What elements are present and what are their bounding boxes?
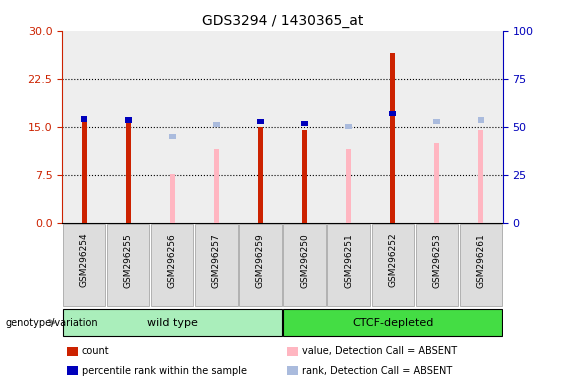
FancyBboxPatch shape <box>107 223 149 306</box>
Text: GSM296256: GSM296256 <box>168 233 177 288</box>
FancyBboxPatch shape <box>284 309 502 336</box>
Title: GDS3294 / 1430365_at: GDS3294 / 1430365_at <box>202 14 363 28</box>
Bar <box>169 134 176 139</box>
Bar <box>433 119 440 124</box>
Bar <box>214 149 219 223</box>
FancyBboxPatch shape <box>63 309 281 336</box>
Bar <box>302 130 307 223</box>
Bar <box>258 127 263 223</box>
Bar <box>389 111 396 116</box>
Bar <box>213 122 220 127</box>
Bar <box>301 121 308 126</box>
Text: GSM296257: GSM296257 <box>212 233 221 288</box>
Bar <box>477 118 484 122</box>
Text: GSM296251: GSM296251 <box>344 233 353 288</box>
Bar <box>390 53 395 223</box>
Bar <box>125 118 132 122</box>
Text: wild type: wild type <box>147 318 198 328</box>
Text: count: count <box>82 346 110 356</box>
Bar <box>125 120 131 223</box>
Text: GSM296250: GSM296250 <box>300 233 309 288</box>
Text: GSM296252: GSM296252 <box>388 233 397 288</box>
Bar <box>67 347 77 356</box>
Bar <box>81 116 88 122</box>
Text: genotype/variation: genotype/variation <box>6 318 98 328</box>
Bar <box>345 124 352 129</box>
FancyBboxPatch shape <box>416 223 458 306</box>
Bar <box>287 347 298 356</box>
Bar <box>257 119 264 124</box>
FancyBboxPatch shape <box>284 223 325 306</box>
Bar <box>434 143 440 223</box>
Text: rank, Detection Call = ABSENT: rank, Detection Call = ABSENT <box>302 366 453 376</box>
FancyBboxPatch shape <box>460 223 502 306</box>
Text: CTCF-depleted: CTCF-depleted <box>352 318 433 328</box>
Bar <box>478 130 484 223</box>
Bar <box>287 366 298 375</box>
Text: value, Detection Call = ABSENT: value, Detection Call = ABSENT <box>302 346 458 356</box>
Bar <box>67 366 77 375</box>
FancyBboxPatch shape <box>240 223 281 306</box>
Bar <box>81 117 87 223</box>
FancyBboxPatch shape <box>328 223 370 306</box>
Bar <box>170 174 175 223</box>
FancyBboxPatch shape <box>372 223 414 306</box>
Text: GSM296253: GSM296253 <box>432 233 441 288</box>
Text: GSM296259: GSM296259 <box>256 233 265 288</box>
Text: GSM296255: GSM296255 <box>124 233 133 288</box>
Text: GSM296261: GSM296261 <box>476 233 485 288</box>
Text: percentile rank within the sample: percentile rank within the sample <box>82 366 247 376</box>
FancyBboxPatch shape <box>151 223 193 306</box>
FancyBboxPatch shape <box>195 223 237 306</box>
Text: GSM296254: GSM296254 <box>80 233 89 288</box>
Bar <box>346 149 351 223</box>
FancyBboxPatch shape <box>63 223 105 306</box>
